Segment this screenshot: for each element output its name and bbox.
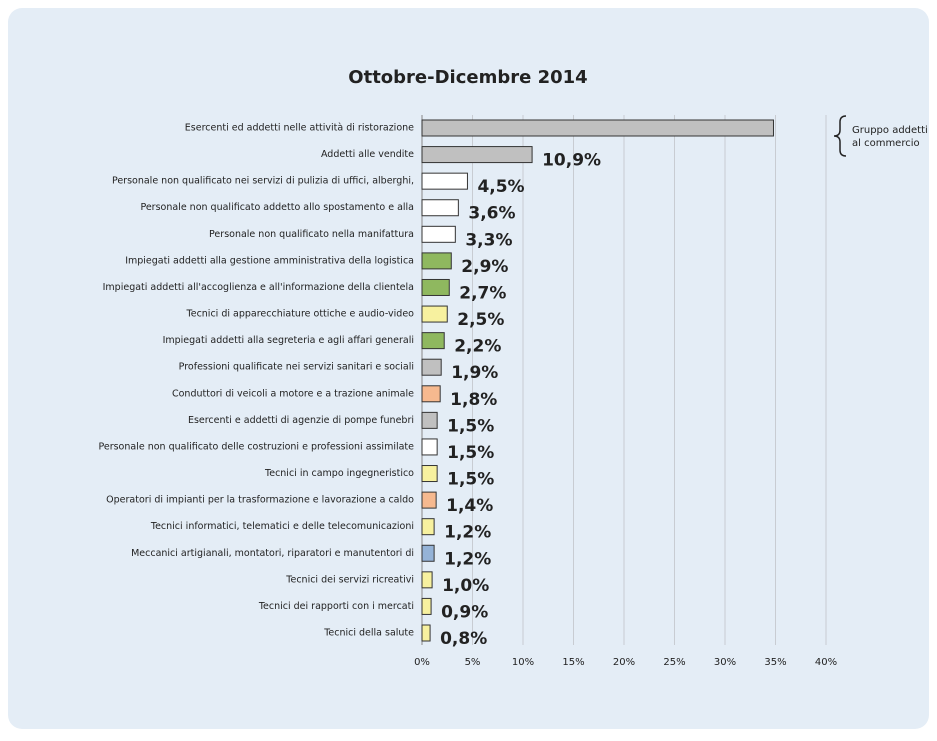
value-label: 1,5% bbox=[447, 416, 494, 436]
y-tick-label: Tecnici dei servizi ricreativi bbox=[285, 574, 414, 585]
bar bbox=[421, 491, 437, 509]
y-tick-label: Tecnici in campo ingegneristico bbox=[264, 468, 414, 479]
value-label: 0,8% bbox=[440, 629, 487, 649]
y-tick-label: Professioni qualificate nei servizi sani… bbox=[179, 362, 414, 373]
value-label: 1,5% bbox=[447, 470, 494, 490]
bar bbox=[421, 411, 438, 429]
brace bbox=[833, 115, 847, 157]
chart-title: Ottobre-Dicembre 2014 bbox=[348, 67, 587, 88]
bar bbox=[421, 199, 459, 217]
bar bbox=[421, 544, 435, 562]
value-label: 1,8% bbox=[450, 390, 497, 410]
bar bbox=[421, 624, 431, 642]
value-label: 2,7% bbox=[459, 283, 506, 303]
y-tick-label: Personale non qualificato addetto allo s… bbox=[140, 202, 414, 213]
annotation: Gruppo addetti bbox=[852, 125, 928, 136]
bar bbox=[421, 571, 433, 589]
bar bbox=[421, 385, 441, 403]
y-tick-label: Tecnici informatici, telematici e delle … bbox=[150, 521, 414, 532]
bar bbox=[421, 358, 442, 376]
bar bbox=[421, 438, 438, 456]
value-label: 3,3% bbox=[465, 230, 512, 250]
annotation: al commercio bbox=[852, 138, 920, 149]
value-label: 1,2% bbox=[444, 523, 491, 543]
value-label: 1,4% bbox=[446, 496, 493, 516]
bar bbox=[421, 119, 774, 137]
y-tick-label: Esercenti e addetti di agenzie di pompe … bbox=[188, 415, 414, 426]
x-tick-label: 40% bbox=[815, 657, 837, 668]
y-tick-label: Impiegati addetti all'accoglienza e all'… bbox=[103, 282, 414, 293]
bar bbox=[421, 465, 438, 483]
bar bbox=[421, 172, 468, 190]
bar bbox=[421, 278, 450, 296]
value-label: 2,5% bbox=[457, 310, 504, 330]
x-tick-label: 30% bbox=[714, 657, 736, 668]
x-tick-label: 20% bbox=[613, 657, 635, 668]
value-label: 1,5% bbox=[447, 443, 494, 463]
x-tick-label: 15% bbox=[562, 657, 584, 668]
bar bbox=[421, 225, 456, 243]
y-tick-label: Tecnici della salute bbox=[323, 628, 414, 639]
value-label: 10,9% bbox=[542, 151, 601, 171]
value-label: 1,9% bbox=[451, 363, 498, 383]
value-label: 0,9% bbox=[441, 602, 488, 622]
y-tick-label: Personale non qualificato nei servizi di… bbox=[112, 176, 414, 187]
y-tick-label: Personale non qualificato delle costruzi… bbox=[98, 441, 414, 452]
value-label: 3,6% bbox=[468, 204, 515, 224]
y-tick-label: Conduttori di veicoli a motore e a trazi… bbox=[172, 388, 414, 399]
y-tick-label: Addetti alle vendite bbox=[321, 149, 414, 160]
x-tick-label: 5% bbox=[465, 657, 481, 668]
y-tick-label: Meccanici artigianali, montatori, ripara… bbox=[131, 548, 414, 559]
x-tick-label: 0% bbox=[414, 657, 430, 668]
bar bbox=[421, 305, 448, 323]
bar bbox=[421, 146, 533, 164]
y-tick-label: Impiegati addetti alla segreteria e agli… bbox=[163, 335, 414, 346]
y-tick-label: Personale non qualificato nella manifatt… bbox=[209, 229, 414, 240]
panel bbox=[8, 8, 929, 729]
bar bbox=[421, 597, 432, 615]
value-label: 2,2% bbox=[454, 337, 501, 357]
x-tick-label: 35% bbox=[764, 657, 786, 668]
value-label: 1,0% bbox=[442, 576, 489, 596]
bar bbox=[421, 518, 435, 536]
y-tick-label: Esercenti ed addetti nelle attività di r… bbox=[185, 123, 414, 134]
value-label: 4,5% bbox=[477, 177, 524, 197]
y-tick-label: Tecnici di apparecchiature ottiche e aud… bbox=[186, 309, 415, 320]
bar bbox=[421, 252, 452, 270]
y-tick-label: Operatori di impianti per la trasformazi… bbox=[106, 495, 414, 506]
value-label: 1,2% bbox=[444, 549, 491, 569]
bar bbox=[421, 332, 445, 350]
value-label: 2,9% bbox=[461, 257, 508, 277]
y-tick-label: Impiegati addetti alla gestione amminist… bbox=[125, 255, 414, 266]
y-tick-label: Tecnici dei rapporti con i mercati bbox=[258, 601, 414, 612]
x-tick-label: 10% bbox=[512, 657, 534, 668]
x-tick-label: 25% bbox=[663, 657, 685, 668]
